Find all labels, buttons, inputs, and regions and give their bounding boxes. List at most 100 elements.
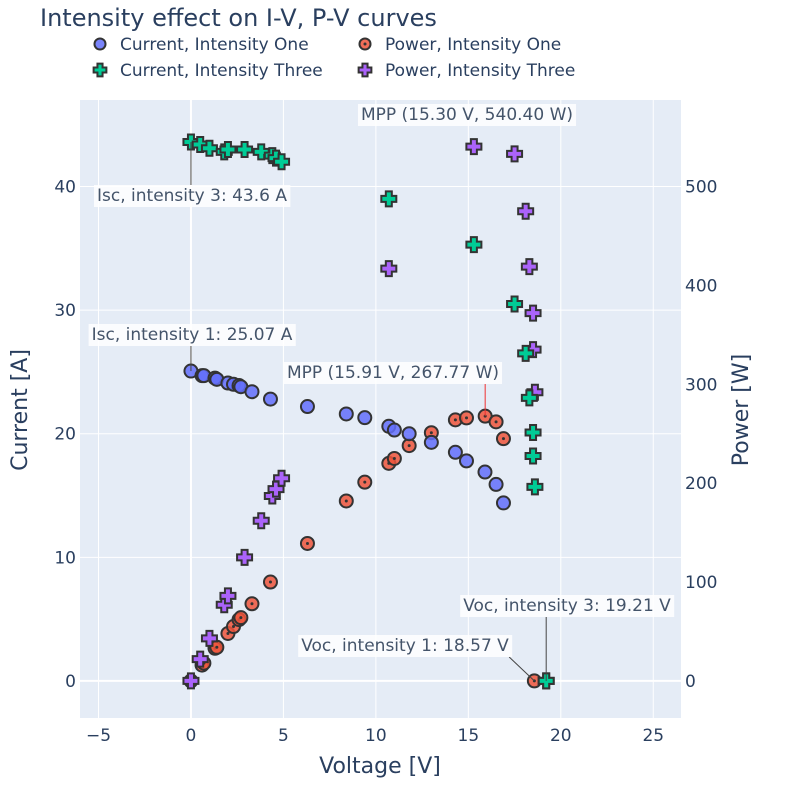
data-point: [338, 406, 354, 422]
annotation-box: [283, 362, 503, 384]
data-point: [191, 650, 209, 668]
annotation-4: Voc, intensity 3: 19.21 V: [460, 595, 675, 681]
data-point: [524, 423, 542, 441]
data-point: [517, 344, 535, 362]
series-1: [183, 408, 542, 689]
annotation-5: Voc, intensity 1: 18.57 V: [298, 635, 535, 682]
data-point: [447, 444, 463, 460]
y-axis-title: Current [A]: [8, 349, 33, 471]
annotations: Isc, intensity 3: 43.6 A Isc, intensity 1…: [88, 104, 675, 682]
y-tick-label: 0: [65, 672, 76, 692]
y-tick-label: 40: [54, 178, 76, 198]
y-tick-label: 30: [54, 301, 76, 321]
annotation-box: [94, 185, 291, 207]
annotation-2: MPP (15.30 V, 540.40 W): [357, 104, 577, 126]
legend[interactable]: Current, Intensity One Power, Intensity O…: [92, 35, 576, 81]
x-tick-label: −5: [86, 726, 111, 746]
data-point: [526, 478, 544, 496]
chart-title: Intensity effect on I-V, P-V curves: [40, 4, 437, 32]
y2-tick-label: 100: [685, 573, 717, 593]
legend-label: Current, Intensity Three: [120, 61, 323, 81]
y2-tick-label: 300: [685, 375, 717, 395]
data-point: [236, 548, 254, 566]
annotation-arrow: [508, 656, 535, 682]
legend-marker: [93, 37, 107, 51]
data-point-dot: [501, 437, 505, 441]
data-point-dot: [215, 645, 219, 649]
data-point: [273, 153, 291, 171]
data-point-dot: [305, 541, 309, 545]
legend-item[interactable]: Current, Intensity One: [93, 35, 309, 55]
data-point: [273, 469, 291, 487]
data-point: [380, 260, 398, 278]
data-point: [380, 190, 398, 208]
annotation-1: Isc, intensity 1: 25.07 A: [88, 324, 296, 372]
y2-tick-label: 500: [685, 178, 717, 198]
x-tick-label: 5: [278, 726, 289, 746]
data-point: [182, 672, 200, 690]
series-0: [183, 363, 511, 511]
data-point: [524, 447, 542, 465]
legend-label: Power, Intensity One: [385, 35, 561, 55]
data-point: [401, 426, 417, 442]
data-marks: [182, 133, 555, 690]
data-point: [506, 145, 524, 163]
annotation-text: Voc, intensity 3: 19.21 V: [463, 596, 671, 616]
legend-item[interactable]: Power, Intensity Three: [357, 61, 576, 81]
annotation-box: [298, 635, 513, 657]
data-point: [262, 391, 278, 407]
x-tick-label: 15: [458, 726, 480, 746]
data-point-dot: [268, 580, 272, 584]
y2-tick-label: 0: [685, 672, 696, 692]
data-point: [465, 236, 483, 254]
data-point: [200, 139, 218, 157]
legend-marker: [92, 62, 108, 78]
annotation-text: MPP (15.30 V, 540.40 W): [361, 105, 573, 125]
y2-axis-title: Power [W]: [729, 354, 754, 466]
legend-label: Power, Intensity Three: [385, 61, 575, 81]
data-point: [200, 629, 218, 647]
data-point: [252, 512, 270, 530]
data-point: [244, 384, 260, 400]
annotation-box: [460, 595, 675, 617]
annotation-box: [357, 104, 577, 126]
data-point: [299, 399, 315, 415]
x-tick-label: 10: [365, 726, 387, 746]
data-point-dot: [407, 444, 411, 448]
data-point: [357, 410, 373, 426]
x-tick-label: 0: [186, 726, 197, 746]
x-tick-label: 20: [550, 726, 572, 746]
data-point-dot: [226, 631, 230, 635]
legend-label: Current, Intensity One: [120, 35, 309, 55]
data-point-dot: [494, 420, 498, 424]
annotation-0: Isc, intensity 3: 43.6 A: [94, 142, 291, 207]
legend-item[interactable]: Current, Intensity Three: [92, 61, 323, 81]
series-2: [182, 133, 555, 690]
data-point: [495, 495, 511, 511]
y2-tick-label: 400: [685, 276, 717, 296]
data-point-dot: [239, 616, 243, 620]
data-point: [458, 453, 474, 469]
data-point-dot: [250, 602, 254, 606]
legend-item[interactable]: Power, Intensity One: [358, 35, 561, 55]
x-axis-title: Voltage [V]: [319, 754, 441, 779]
annotation-text: Isc, intensity 1: 25.07 A: [92, 325, 293, 345]
data-point: [477, 464, 493, 480]
data-point: [236, 140, 254, 158]
legend-marker: [357, 62, 373, 78]
data-point: [526, 383, 544, 401]
data-point-dot: [231, 625, 235, 629]
annotation-text: Voc, intensity 1: 18.57 V: [301, 636, 509, 656]
annotation-text: MPP (15.91 V, 267.77 W): [287, 363, 499, 383]
data-point: [465, 138, 483, 156]
data-point: [386, 422, 402, 438]
data-point: [520, 258, 538, 276]
data-point: [520, 389, 538, 407]
data-point-dot: [464, 416, 468, 420]
data-point: [524, 304, 542, 322]
data-point-dot: [429, 431, 433, 435]
data-point-dot: [344, 499, 348, 503]
